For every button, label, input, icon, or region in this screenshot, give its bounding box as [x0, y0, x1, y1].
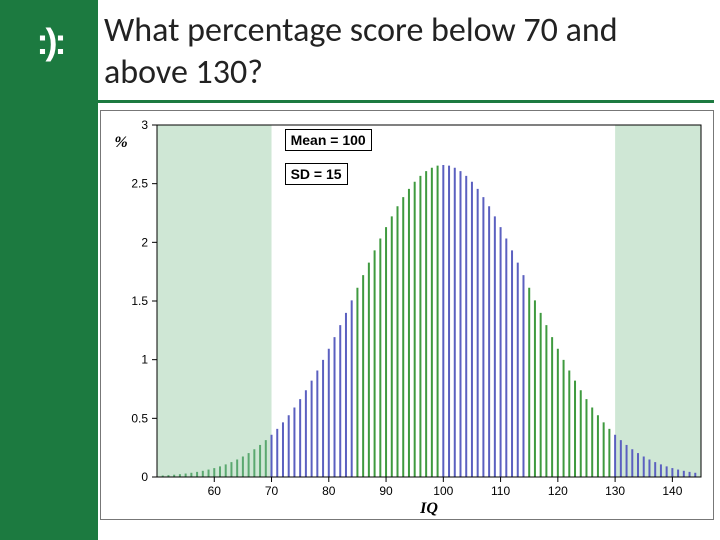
- brand-logo: :):: [8, 20, 92, 68]
- svg-text:2: 2: [141, 235, 148, 249]
- svg-text:1.5: 1.5: [131, 294, 148, 308]
- svg-text:60: 60: [208, 484, 222, 498]
- svg-text:70: 70: [265, 484, 279, 498]
- svg-text:140: 140: [662, 484, 682, 498]
- svg-text:0.5: 0.5: [131, 411, 148, 425]
- slide-title: What percentage score below 70 and above…: [98, 6, 714, 103]
- sidebar-accent: [0, 0, 98, 540]
- svg-text:1: 1: [141, 353, 148, 367]
- svg-text:IQ: IQ: [419, 500, 438, 517]
- distribution-chart: 60 70 80 90 100 110 120 130 140 0 0.5 1 1.5 2 2.5 3 IQ%: [101, 111, 713, 519]
- svg-text:100: 100: [433, 484, 453, 498]
- svg-text:90: 90: [379, 484, 393, 498]
- svg-text:2.5: 2.5: [131, 177, 148, 191]
- chart-container: Mean = 100 SD = 15 607080901001101201301…: [100, 110, 714, 520]
- annotation-sd: SD = 15: [285, 163, 348, 185]
- svg-text:3: 3: [141, 118, 148, 132]
- svg-text:120: 120: [548, 484, 568, 498]
- svg-text:80: 80: [322, 484, 336, 498]
- svg-text:%: %: [114, 134, 127, 151]
- svg-text:130: 130: [605, 484, 625, 498]
- slide: :): What percentage score below 70 and a…: [0, 0, 720, 540]
- annotation-mean: Mean = 100: [285, 129, 372, 151]
- svg-text:110: 110: [491, 484, 510, 498]
- svg-text:0: 0: [141, 470, 148, 484]
